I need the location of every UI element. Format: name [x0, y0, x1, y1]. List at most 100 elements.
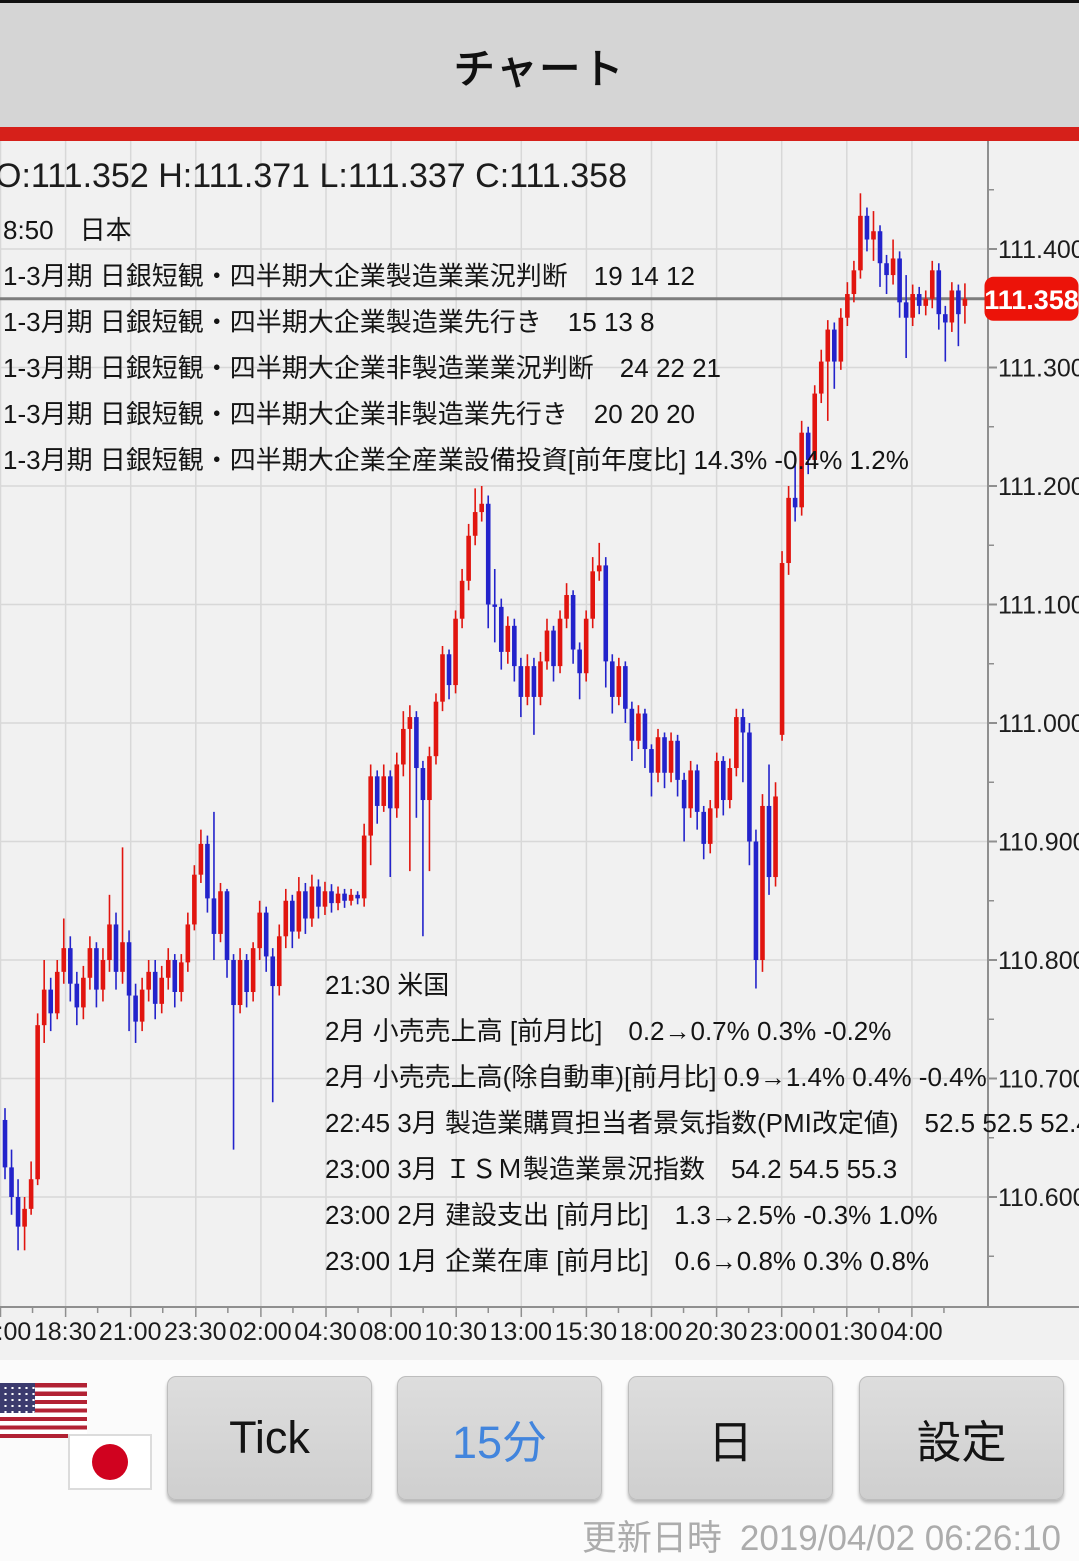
- candle-body: [303, 891, 308, 919]
- candle-body: [459, 580, 465, 619]
- svg-text:15:30: 15:30: [555, 1318, 618, 1346]
- candle-body: [799, 432, 804, 508]
- svg-text:02:00: 02:00: [229, 1318, 292, 1346]
- candle-body: [407, 717, 413, 729]
- candle-body: [440, 654, 445, 702]
- candle-body: [956, 290, 961, 315]
- candle-body: [675, 740, 680, 780]
- candle-body: [211, 898, 217, 934]
- red-divider-bar: [0, 127, 1079, 141]
- candle-body: [636, 713, 641, 741]
- candle-body: [818, 361, 824, 394]
- timeframe-15min-button[interactable]: 15分: [397, 1376, 602, 1500]
- candle-body: [557, 618, 563, 667]
- candle-body: [2, 1119, 8, 1168]
- candle-body: [505, 625, 511, 652]
- svg-text:18:00: 18:00: [620, 1318, 683, 1346]
- candle-body: [244, 960, 249, 992]
- candle-body: [394, 764, 400, 809]
- candle-body: [492, 604, 498, 607]
- candle-body: [897, 258, 902, 303]
- svg-text:20:30: 20:30: [685, 1318, 748, 1346]
- candle-body: [107, 924, 112, 960]
- candle-body: [871, 231, 876, 240]
- svg-text:21:30 米国: 21:30 米国: [325, 970, 449, 1000]
- tick-button[interactable]: Tick: [167, 1376, 372, 1500]
- candle-body: [205, 843, 210, 899]
- candle-body: [544, 630, 550, 662]
- candle-body: [361, 835, 367, 899]
- candle-body: [498, 606, 504, 652]
- candle-body: [923, 298, 929, 306]
- candle-body: [512, 625, 517, 667]
- candle-body: [688, 770, 693, 809]
- candle-body: [224, 891, 230, 960]
- current-price-badge: 111.358: [984, 276, 1079, 321]
- candle-body: [845, 294, 850, 318]
- candle-body: [355, 894, 360, 899]
- candle-body: [329, 891, 334, 904]
- candle-body: [159, 977, 165, 1004]
- svg-text:23:00 3月 ＩＳＭ製造業景況指数 54.2 54.5: 23:00 3月 ＩＳＭ製造業景況指数 54.2 54.5 55.3: [325, 1154, 897, 1184]
- candle-body: [629, 708, 635, 741]
- candle-body: [257, 912, 262, 949]
- candle-body: [309, 886, 315, 919]
- timeframe-day-button[interactable]: 日: [628, 1376, 833, 1500]
- candle-body: [668, 740, 674, 773]
- svg-text:1-3月期 日銀短観・四半期大企業全産業設備投資[前年度比]: 1-3月期 日銀短観・四半期大企業全産業設備投資[前年度比] 14.3% -0.…: [3, 445, 909, 475]
- chart-area[interactable]: 111.400 111.300 111.200 111.100 111.000 110.9…: [0, 141, 1079, 1360]
- svg-text:111.300: 111.300: [998, 355, 1079, 383]
- candle-body: [714, 760, 720, 809]
- candle-body: [472, 512, 478, 536]
- candle-body: [192, 874, 197, 925]
- candle-body: [61, 948, 67, 972]
- candle-body: [113, 924, 119, 972]
- candle-body: [779, 563, 785, 735]
- candle-body: [94, 948, 99, 990]
- candle-body: [22, 1208, 27, 1227]
- settings-button[interactable]: 設定: [859, 1376, 1064, 1500]
- candle-body: [322, 891, 328, 907]
- svg-text:22:45 3月 製造業購買担当者景気指数(PMI改定値): 22:45 3月 製造業購買担当者景気指数(PMI改定値) 52.5 52.5 …: [325, 1108, 1079, 1138]
- candle-body: [655, 737, 661, 773]
- event-annotations: 8:50 日本 1-3月期 日銀短観・四半期大企業製造業業況判断 19 14 12…: [3, 215, 1079, 1276]
- candle-body: [74, 983, 80, 1008]
- candle-body: [851, 270, 857, 295]
- svg-text:1-3月期 日銀短観・四半期大企業製造業先行き 15 13: 1-3月期 日銀短観・四半期大企業製造業先行き 15 13 8: [3, 307, 655, 337]
- svg-text:111.358: 111.358: [984, 285, 1079, 315]
- candle-body: [570, 595, 576, 650]
- updated-timestamp: 更新日時 2019/04/02 06:26:10: [582, 1510, 1061, 1561]
- candle-body: [701, 811, 707, 844]
- candlestick-series: [2, 193, 968, 1251]
- japan-flag-sun: [92, 1444, 128, 1480]
- candle-body: [139, 989, 145, 1022]
- candle-body: [623, 666, 628, 709]
- svg-text:10:30: 10:30: [424, 1318, 487, 1346]
- candle-body: [263, 912, 269, 957]
- svg-text:04:30: 04:30: [294, 1318, 357, 1346]
- candle-body: [146, 971, 151, 990]
- candle-body: [250, 948, 256, 992]
- candle-body: [283, 900, 289, 937]
- candle-body: [916, 294, 922, 306]
- svg-text:110.600: 110.600: [998, 1184, 1079, 1212]
- svg-text:16:00: 16:00: [0, 1318, 31, 1346]
- candle-body: [381, 776, 387, 806]
- candle-body: [231, 960, 236, 1006]
- us-flag-canton: [0, 1383, 35, 1413]
- candle-body: [603, 565, 609, 662]
- candle-body: [805, 432, 811, 460]
- candle-body: [616, 666, 622, 697]
- candle-body: [172, 960, 178, 992]
- candle-body: [681, 779, 687, 809]
- candle-body: [427, 756, 432, 801]
- svg-text:18:30: 18:30: [34, 1318, 97, 1346]
- candle-body: [433, 701, 439, 757]
- candle-body: [9, 1167, 14, 1197]
- svg-text:04:00: 04:00: [880, 1318, 943, 1346]
- candle-body: [466, 535, 471, 581]
- candlestick-chart[interactable]: 111.400 111.300 111.200 111.100 111.000 110.9…: [0, 141, 1079, 1360]
- grid-lines: [0, 141, 988, 1307]
- candle-body: [100, 960, 106, 990]
- candle-body: [740, 717, 746, 733]
